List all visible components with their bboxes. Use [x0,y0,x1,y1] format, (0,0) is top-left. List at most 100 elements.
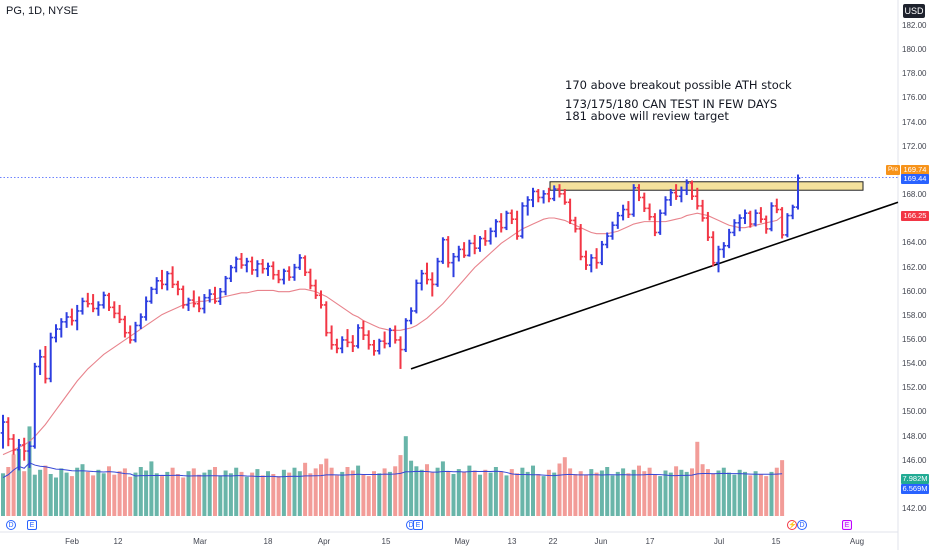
volume-bar [642,471,647,516]
ohlc-bar [149,286,154,304]
volume-bar [493,467,498,516]
volume-bar [303,462,308,516]
volume-bar [462,471,467,516]
split-marker-icon[interactable]: ⚡ [787,520,797,530]
ohlc-bar [69,308,75,326]
volume-bar [774,467,779,516]
price-tick-label: 174.00 [902,117,927,127]
volume-bar [329,467,334,516]
volume-bar [637,465,641,516]
ohlc-bar [657,209,663,235]
price-tick-label: 162.00 [902,262,927,272]
volume-bar [324,458,329,516]
price-tick-label: 168.00 [902,190,927,200]
volume-bar [361,474,366,516]
volume-ma-line [2,462,783,479]
price-tick-label: 142.00 [902,504,927,513]
volume-bar [711,473,716,516]
ohlc-bar [615,211,621,229]
volume-bar [419,469,424,516]
volume-bar [509,469,514,516]
ohlc-bar [626,201,631,218]
ohlc-bar [742,209,748,225]
ohlc-bar [604,232,610,249]
volume-bar [334,475,339,516]
ohlc-bar [689,180,695,200]
time-tick-label: May [454,537,470,546]
volume-bar [705,469,710,516]
volume-bar [605,467,610,516]
ohlc-bar [377,338,382,355]
dividend-marker-icon[interactable]: D [6,520,16,530]
volume-bar [753,471,758,516]
volume-bar [589,469,594,516]
volume-bar [599,470,604,516]
ohlc-bar [281,268,287,285]
volume-bar [562,457,567,516]
ohlc-bar [763,215,769,234]
volume-bar [700,464,705,516]
ohlc-bar [228,265,234,282]
volume-bar [525,471,530,516]
volume-bar [75,467,80,516]
volume-bar [91,475,96,516]
ohlc-bar [74,304,80,331]
ohlc-bar [424,262,430,285]
volume-bar [197,474,202,516]
ohlc-bar [779,207,785,239]
volume-bar [504,475,509,516]
ohlc-bar [737,214,742,232]
ohlc-bar [350,335,356,353]
dividend-marker-icon[interactable]: D [797,520,807,530]
volume-bar [631,469,636,516]
ohlc-bar [748,210,753,228]
volume-bar [43,465,48,516]
earnings-marker-icon[interactable]: E [413,520,423,530]
time-tick-label: 12 [113,537,123,546]
volume-bar [96,469,101,516]
symbol-title: PG, 1D, NYSE [6,5,79,17]
ohlc-bar [398,336,403,369]
ohlc-bar [700,199,705,222]
volume-bar [446,471,451,516]
volume-bar [690,468,694,516]
ohlc-bar [536,189,541,203]
ohlc-bar [525,196,530,216]
volume-bar [621,468,626,516]
volume-bar [38,469,43,516]
volume-bar [531,465,535,516]
volume-bar [271,474,276,516]
volume-bar [356,465,361,516]
ohlc-bar [117,304,122,324]
ohlc-bar [753,209,758,227]
earnings-marker-icon[interactable]: E [842,520,852,530]
volume-bar [430,472,435,516]
time-tick-label: 17 [645,537,655,546]
ohlc-bar [96,301,101,316]
volume-bar [260,475,265,516]
ohlc-bar [414,279,419,314]
volume-bar [85,471,90,516]
ohlc-bar [165,271,170,291]
ohlc-bar [785,213,790,238]
time-tick-label: 22 [548,537,558,546]
volume-bar [266,471,270,516]
ohlc-bar [541,190,546,204]
volume-bar [202,472,207,516]
price-tick-label: 156.00 [902,334,927,344]
ohlc-bar [80,297,85,315]
currency-button[interactable]: USD [903,4,925,18]
moving-average-line [2,212,783,456]
ohlc-bar [101,291,106,309]
ohlc-bar [573,216,578,233]
earnings-marker-icon[interactable]: E [27,520,37,530]
volume-bar [207,469,212,516]
ohlc-bar [557,184,562,198]
ohlc-bar [721,242,727,258]
ohlc-bar [493,219,499,238]
volume-bar [181,477,186,516]
volume-bar [764,476,769,516]
volume-bar [345,467,350,516]
